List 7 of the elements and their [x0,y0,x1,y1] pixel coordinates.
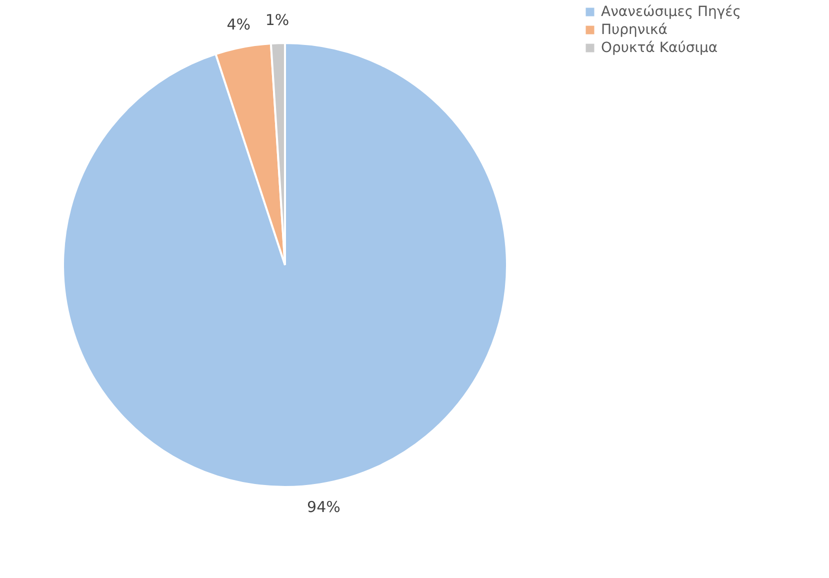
legend-label: Ορυκτά Καύσιμα [601,40,718,56]
data-label: 4% [226,15,251,34]
legend-label: Πυρηνικά [601,22,668,38]
data-label: 94% [307,498,340,516]
legend-label: Ανανεώσιμες Πηγές [601,4,741,20]
pie-slice [62,42,508,488]
data-label: 1% [265,11,290,30]
